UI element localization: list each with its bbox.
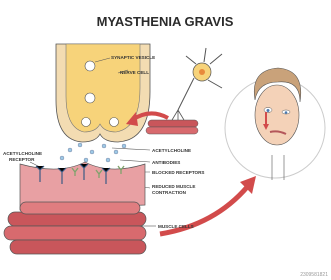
label-line: CONTRACTION xyxy=(152,190,187,195)
muscle-membrane xyxy=(19,161,146,211)
antibodies xyxy=(71,165,125,178)
neuron xyxy=(145,47,223,135)
label: ACETYLCHOLINE xyxy=(152,148,191,153)
label: MUSCLE CELLS xyxy=(158,224,194,229)
label: REDUCED MUSCLE CONTRACTION xyxy=(152,184,197,195)
label: NERVE CELL xyxy=(120,70,149,75)
label: ACETYLCHOLINE RECEPTOR xyxy=(3,151,43,162)
face xyxy=(224,67,326,180)
label-line: ACETYLCHOLINE xyxy=(3,151,42,156)
title: MYASTHENIA GRAVIS xyxy=(97,14,234,29)
receptors xyxy=(35,163,111,184)
image-id: 2309581821 xyxy=(300,272,328,278)
vesicles xyxy=(81,60,119,127)
arrow-head xyxy=(240,176,256,194)
arrow-head xyxy=(126,112,138,126)
label: SYNAPTIC VESICLE xyxy=(111,55,155,60)
arrow xyxy=(159,184,250,237)
muscle-cells xyxy=(3,201,147,255)
label-line: RECEPTOR xyxy=(9,157,35,162)
acetylcholine-molecules xyxy=(59,142,127,163)
label: BLOCKED RECEPTORS xyxy=(152,170,205,175)
label-line: REDUCED MUSCLE xyxy=(152,184,195,189)
label: ANTIBODIES xyxy=(152,160,180,165)
